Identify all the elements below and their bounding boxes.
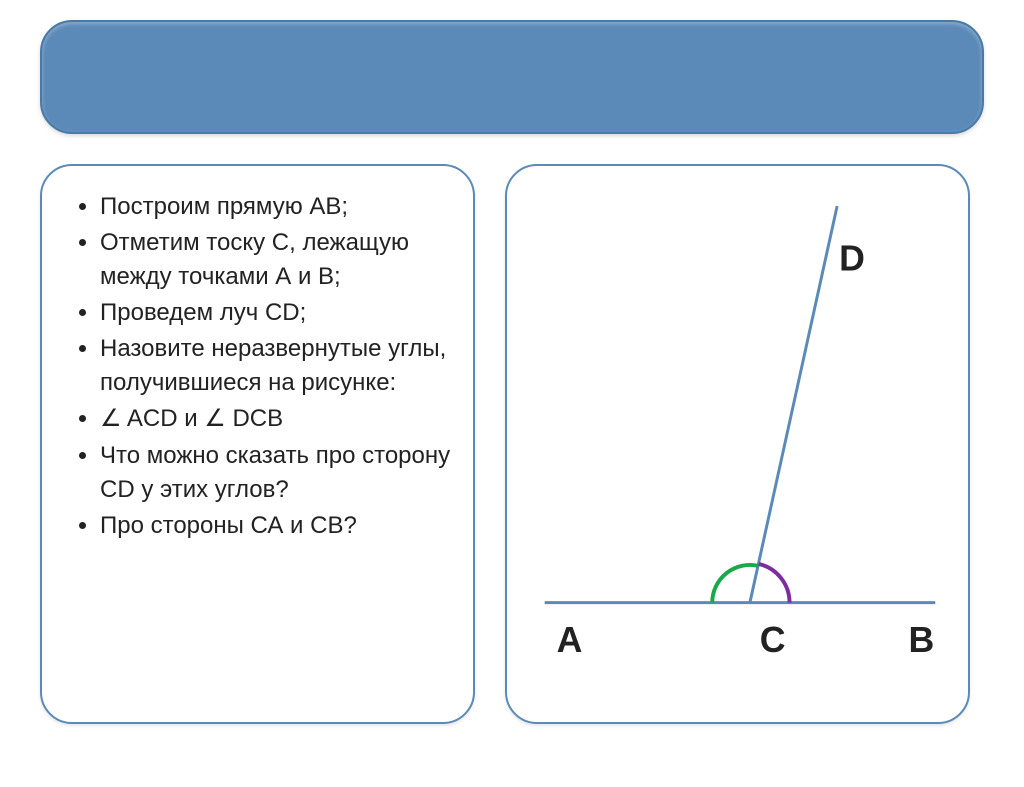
bullet-list: Построим прямую AB; Отметим тоску С, леж… bbox=[72, 190, 453, 543]
list-item: Про стороны СА и СВ? bbox=[100, 509, 453, 543]
list-item: Отметим тоску С, лежащую между точками А… bbox=[100, 226, 453, 294]
header-bar bbox=[40, 20, 984, 134]
geometry-diagram: D A C B bbox=[507, 166, 968, 722]
diagram-panel: D A C B bbox=[505, 164, 970, 724]
list-item: Построим прямую AB; bbox=[100, 190, 453, 224]
content-row: Построим прямую AB; Отметим тоску С, леж… bbox=[0, 164, 1024, 724]
ray-cd bbox=[750, 206, 837, 603]
point-label-a: A bbox=[557, 620, 583, 660]
point-label-d: D bbox=[839, 239, 865, 279]
point-label-c: C bbox=[760, 620, 786, 660]
list-item: Назовите неразвернутые углы, получившиес… bbox=[100, 332, 453, 400]
list-item: Проведем луч CD; bbox=[100, 296, 453, 330]
text-panel: Построим прямую AB; Отметим тоску С, леж… bbox=[40, 164, 475, 724]
list-item: Что можно сказать про сторону CD у этих … bbox=[100, 439, 453, 507]
angle-arc-dcb bbox=[759, 564, 790, 603]
point-label-b: B bbox=[909, 620, 935, 660]
list-item: ∠ ACD и ∠ DCB bbox=[100, 402, 453, 436]
